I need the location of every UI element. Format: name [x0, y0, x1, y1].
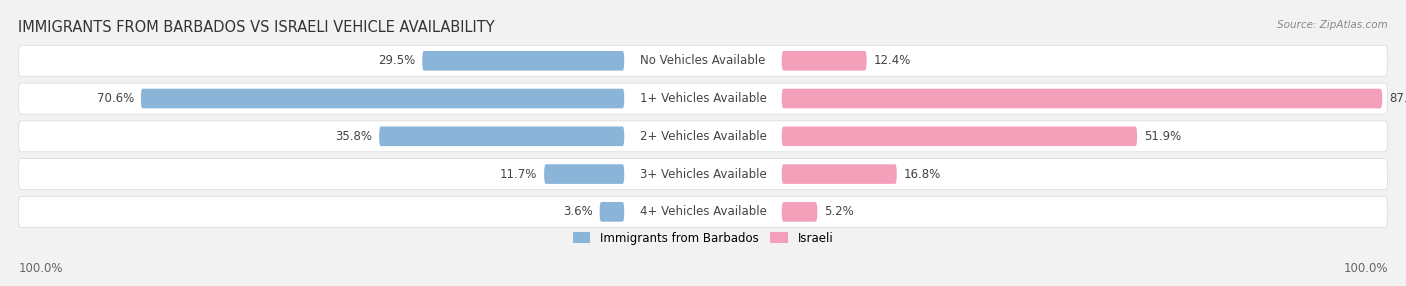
Text: 16.8%: 16.8%	[904, 168, 941, 180]
Text: 70.6%: 70.6%	[97, 92, 134, 105]
Text: 4+ Vehicles Available: 4+ Vehicles Available	[640, 205, 766, 218]
Legend: Immigrants from Barbados, Israeli: Immigrants from Barbados, Israeli	[572, 232, 834, 245]
Text: 29.5%: 29.5%	[378, 54, 415, 67]
FancyBboxPatch shape	[544, 164, 624, 184]
FancyBboxPatch shape	[141, 89, 624, 108]
Text: Source: ZipAtlas.com: Source: ZipAtlas.com	[1277, 20, 1388, 30]
FancyBboxPatch shape	[18, 45, 1388, 76]
FancyBboxPatch shape	[782, 164, 897, 184]
FancyBboxPatch shape	[782, 89, 1382, 108]
FancyBboxPatch shape	[782, 51, 866, 71]
Text: 1+ Vehicles Available: 1+ Vehicles Available	[640, 92, 766, 105]
Text: 100.0%: 100.0%	[1343, 262, 1388, 275]
FancyBboxPatch shape	[380, 126, 624, 146]
FancyBboxPatch shape	[18, 121, 1388, 152]
Text: 12.4%: 12.4%	[873, 54, 911, 67]
Text: 51.9%: 51.9%	[1144, 130, 1181, 143]
Text: 2+ Vehicles Available: 2+ Vehicles Available	[640, 130, 766, 143]
Text: No Vehicles Available: No Vehicles Available	[640, 54, 766, 67]
Text: 35.8%: 35.8%	[335, 130, 373, 143]
FancyBboxPatch shape	[18, 159, 1388, 190]
Text: 3.6%: 3.6%	[562, 205, 593, 218]
Text: 87.7%: 87.7%	[1389, 92, 1406, 105]
Text: 3+ Vehicles Available: 3+ Vehicles Available	[640, 168, 766, 180]
FancyBboxPatch shape	[599, 202, 624, 222]
FancyBboxPatch shape	[422, 51, 624, 71]
Text: 5.2%: 5.2%	[824, 205, 853, 218]
Text: 11.7%: 11.7%	[501, 168, 537, 180]
FancyBboxPatch shape	[18, 83, 1388, 114]
FancyBboxPatch shape	[782, 202, 817, 222]
Text: 100.0%: 100.0%	[18, 262, 63, 275]
FancyBboxPatch shape	[782, 126, 1137, 146]
FancyBboxPatch shape	[18, 196, 1388, 227]
Text: IMMIGRANTS FROM BARBADOS VS ISRAELI VEHICLE AVAILABILITY: IMMIGRANTS FROM BARBADOS VS ISRAELI VEHI…	[18, 20, 495, 35]
